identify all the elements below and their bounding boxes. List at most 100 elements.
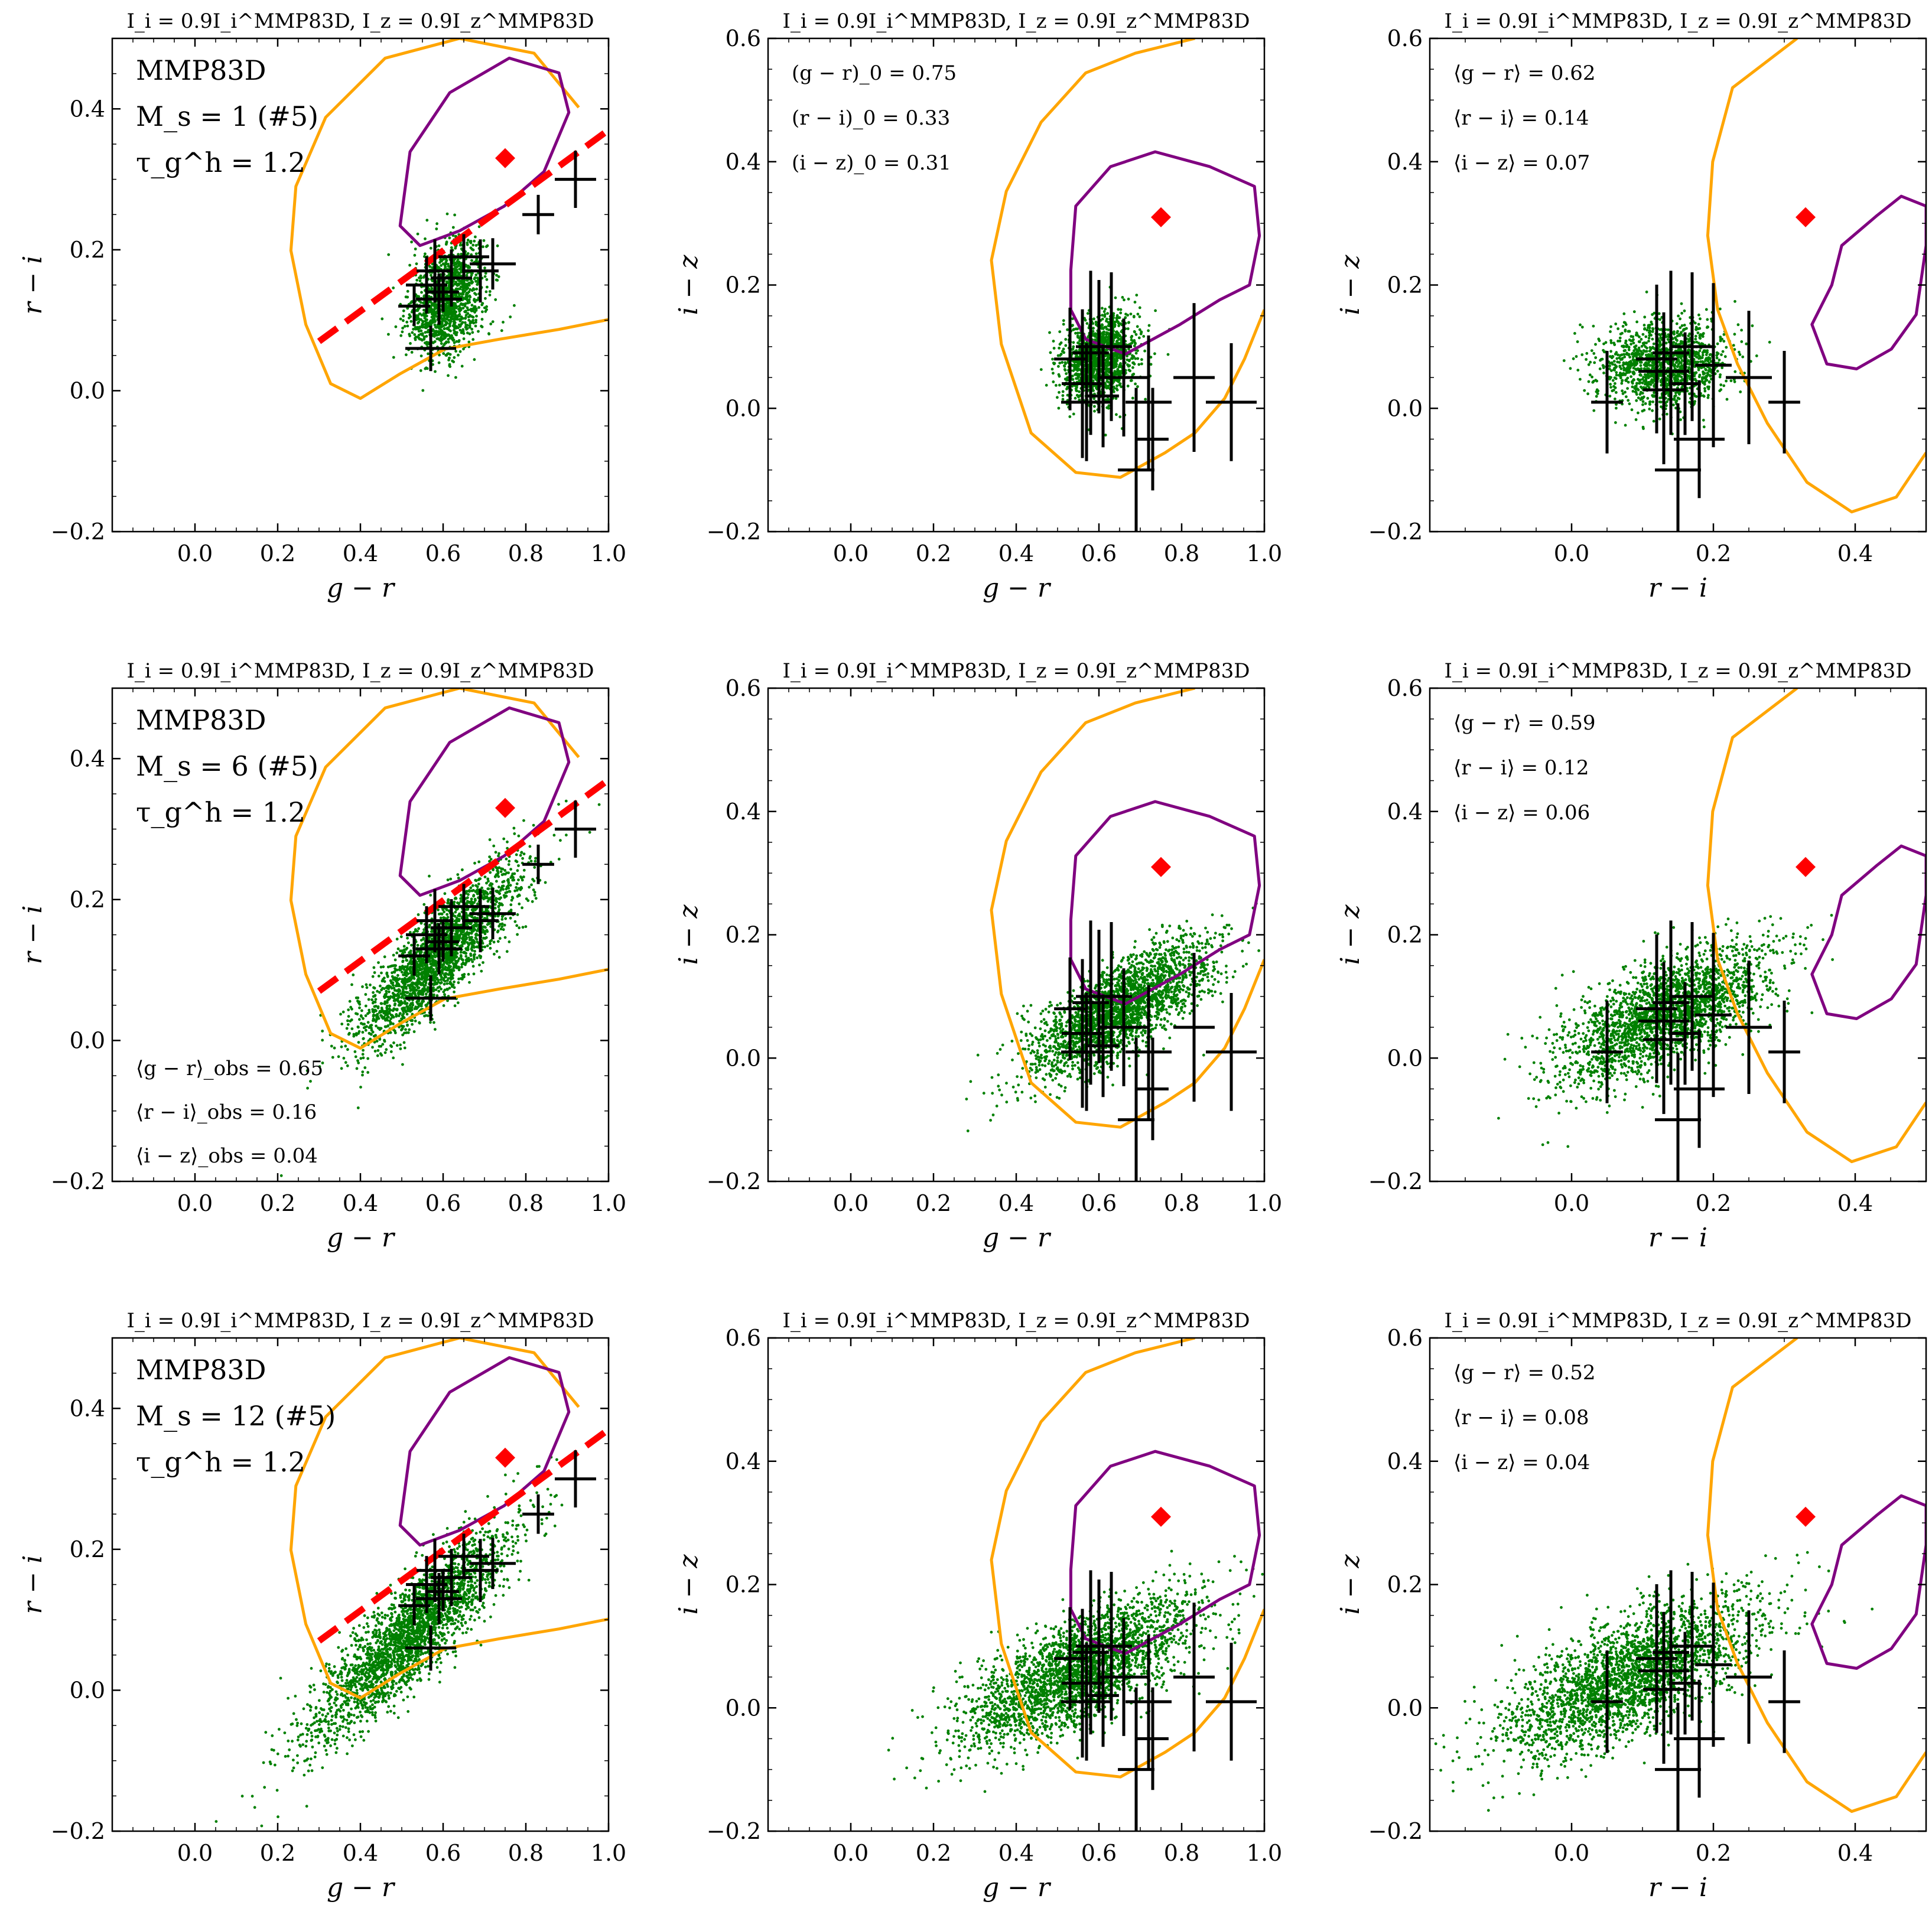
- model-point: [1658, 345, 1661, 348]
- model-point: [402, 314, 405, 318]
- model-point: [1130, 357, 1133, 360]
- model-point: [1680, 349, 1683, 352]
- model-point: [470, 304, 474, 307]
- x-tick-label: 0.0: [177, 540, 213, 566]
- x-tick-label: 0.2: [916, 540, 951, 566]
- model-point: [443, 317, 446, 320]
- model-point: [1741, 355, 1745, 359]
- model-point: [1621, 364, 1625, 367]
- model-point: [1107, 335, 1111, 338]
- model-point: [1706, 396, 1710, 399]
- model-point: [1693, 321, 1697, 325]
- model-point: [1719, 336, 1722, 338]
- model-point: [425, 219, 429, 222]
- panel-r1c1: 0.0 0.2 0.4 0.6 0.8 1.0−0.20.00.20.4g − rr − …: [18, 9, 626, 603]
- model-point: [1580, 325, 1584, 329]
- model-point: [1078, 390, 1081, 393]
- model-point: [1611, 379, 1615, 382]
- model-point: [1703, 380, 1707, 383]
- model-point: [1680, 362, 1683, 364]
- model-point: [1595, 395, 1598, 398]
- model-point: [1643, 327, 1647, 330]
- model-point: [1694, 325, 1698, 329]
- model-point: [519, 875, 522, 878]
- model-point: [474, 252, 478, 255]
- model-point: [1094, 377, 1097, 381]
- model-point: [1127, 297, 1130, 301]
- model-point: [1716, 342, 1719, 346]
- model-point: [434, 370, 437, 373]
- model-point: [1154, 309, 1157, 312]
- model-point: [443, 337, 446, 340]
- model-point: [1673, 395, 1676, 398]
- model-point: [422, 313, 426, 316]
- model-point: [1700, 366, 1703, 369]
- model-point: [1133, 344, 1136, 347]
- model-point: [1562, 359, 1566, 362]
- model-point: [1052, 362, 1056, 366]
- model-point: [470, 315, 474, 318]
- model-point: [1625, 351, 1629, 355]
- model-point: [1113, 372, 1116, 375]
- model-point: [1679, 410, 1682, 413]
- model-point: [531, 900, 534, 903]
- model-point: [442, 324, 445, 327]
- model-point: [1134, 357, 1137, 360]
- model-point: [1066, 393, 1069, 397]
- model-point: [1721, 350, 1725, 353]
- model-point: [1645, 341, 1648, 344]
- model-point: [1107, 324, 1110, 327]
- model-point: [419, 338, 423, 341]
- model-point: [1666, 328, 1670, 331]
- model-point: [468, 284, 471, 287]
- model-point: [1113, 386, 1116, 390]
- model-point: [1683, 309, 1686, 312]
- model-point: [416, 309, 419, 312]
- model-point: [1688, 392, 1691, 396]
- model-point: [1072, 345, 1075, 349]
- model-point: [443, 335, 446, 338]
- obs-cross: [416, 273, 462, 325]
- model-point: [397, 1014, 401, 1018]
- model-point: [1673, 398, 1676, 401]
- model-point: [473, 292, 476, 295]
- model-point: [1117, 353, 1121, 356]
- model-point: [488, 290, 492, 293]
- model-point: [383, 1038, 386, 1042]
- model-point: [1725, 379, 1728, 383]
- model-point: [1666, 367, 1670, 370]
- model-point: [1707, 380, 1711, 383]
- model-point: [1651, 346, 1654, 350]
- model-point: [1062, 323, 1065, 326]
- model-point: [1113, 321, 1116, 324]
- model-point: [1093, 354, 1097, 357]
- model-point: [1729, 379, 1733, 382]
- model-point: [1648, 324, 1651, 327]
- model-point: [1101, 338, 1104, 341]
- model-point: [418, 318, 421, 321]
- model-point: [448, 236, 451, 240]
- model-point: [392, 1022, 395, 1025]
- model-point: [1651, 337, 1654, 341]
- model-point: [1131, 366, 1134, 369]
- model-point: [458, 350, 462, 353]
- model-point: [430, 273, 432, 277]
- model-point: [1610, 369, 1613, 372]
- model-point: [1586, 392, 1590, 396]
- model-point: [402, 309, 405, 312]
- model-point: [1704, 358, 1707, 362]
- model-point: [440, 336, 443, 338]
- obs-cross: [1098, 318, 1150, 437]
- model-point: [1641, 333, 1645, 336]
- model-point: [458, 310, 461, 313]
- model-point: [1078, 336, 1081, 340]
- model-point: [544, 881, 547, 884]
- model-point: [1056, 354, 1060, 357]
- model-point: [1052, 380, 1055, 383]
- model-point: [1593, 361, 1596, 364]
- y-tick-label: 0.4: [726, 149, 761, 175]
- model-point: [1622, 344, 1625, 348]
- model-point: [489, 942, 492, 946]
- model-point: [1658, 364, 1662, 367]
- orange-contour: [1706, 38, 1926, 514]
